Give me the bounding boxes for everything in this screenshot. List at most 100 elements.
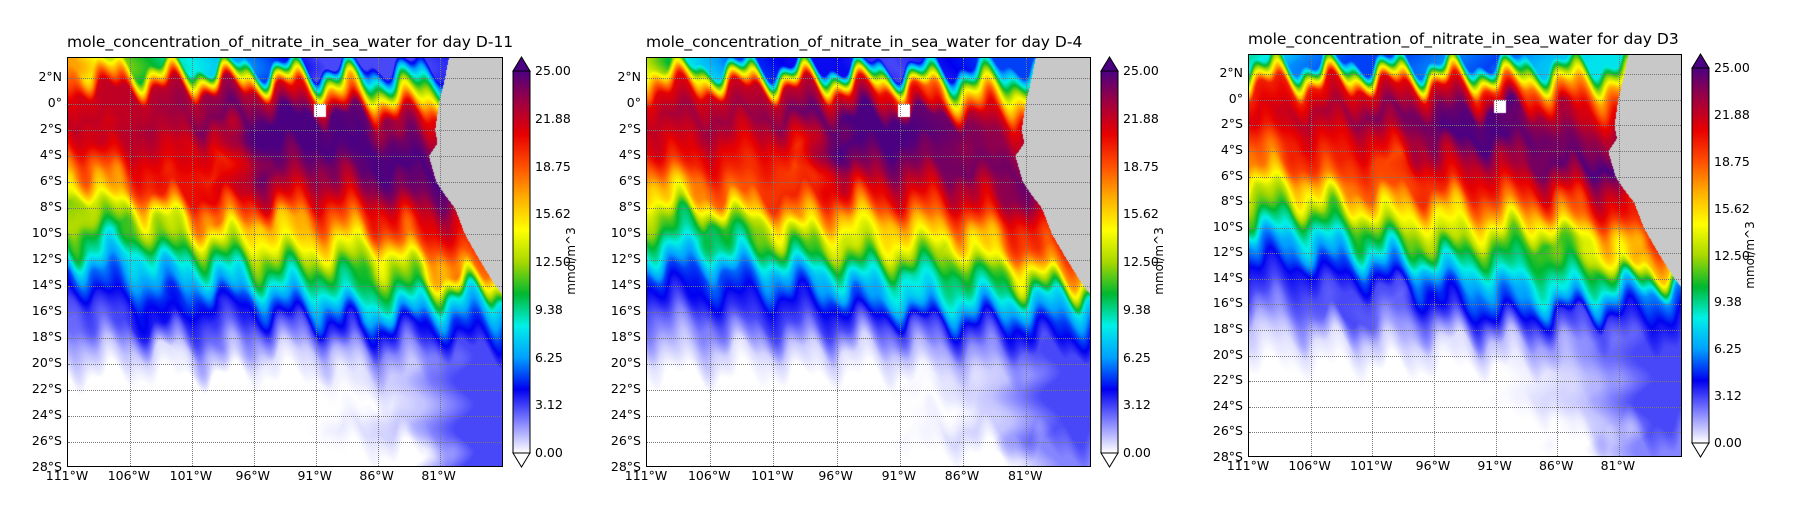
colorbar-tick-label: 9.38 <box>1714 294 1742 310</box>
y-tick-label: 0° <box>626 94 641 110</box>
colorbar-tick-label: 6.25 <box>1123 349 1151 365</box>
colorbar-tick-label: 18.75 <box>1123 158 1159 174</box>
y-tick-label: 10°S <box>610 224 641 240</box>
chart-title: mole_concentration_of_nitrate_in_sea_wat… <box>67 33 514 51</box>
colorbar-max-arrow <box>1691 53 1710 69</box>
y-tick-label: 18°S <box>31 328 62 344</box>
colorbar-unit-label: mmol/m^3 <box>1743 220 1757 289</box>
gridline-horizontal <box>68 155 502 157</box>
gridline-horizontal <box>647 233 1090 235</box>
y-tick-label: 8°S <box>618 198 641 214</box>
x-tick-label: 86°W <box>944 468 980 483</box>
y-tick-label: 28°S <box>31 459 62 474</box>
colorbar-tick-label: 18.75 <box>1714 153 1750 169</box>
x-tick-label: 106°W <box>107 468 151 483</box>
gridline-horizontal <box>647 77 1090 79</box>
colorbar-tick-label: 9.38 <box>1123 301 1151 317</box>
colorbar-unit-label: mmol/m^3 <box>1152 227 1166 295</box>
gridline-horizontal <box>68 259 502 261</box>
gridline-horizontal <box>647 129 1090 131</box>
y-tick-label: 12°S <box>610 250 641 266</box>
y-tick-label: 28°S <box>610 459 641 474</box>
x-tick-label: 111°W <box>624 468 668 483</box>
colorbar-tick-label: 12.50 <box>535 254 571 269</box>
colorbar-tick-label: 15.62 <box>1714 200 1750 216</box>
x-tick-label: 101°W <box>751 468 794 483</box>
colorbar-tick-label: 9.38 <box>535 301 563 317</box>
y-tick-label: 26°S <box>610 432 641 448</box>
y-tick-label: 20°S <box>31 354 62 370</box>
x-tick-label: 101°W <box>169 468 213 483</box>
y-tick-label: 10°S <box>31 224 62 240</box>
colorbar <box>512 56 531 468</box>
gridline-vertical <box>439 58 441 466</box>
colorbar-tick-label: 15.62 <box>535 206 571 222</box>
x-tick-label: 111°W <box>45 468 89 483</box>
map-frame <box>67 57 503 467</box>
colorbar-tick-label: 6.25 <box>535 349 563 365</box>
x-tick-label: 91°W <box>881 468 917 483</box>
gridline-horizontal <box>68 415 502 417</box>
y-tick-label: 2°S <box>1220 116 1243 132</box>
colorbar <box>1100 56 1119 468</box>
colorbar-gradient <box>512 70 531 454</box>
x-tick-label: 81°W <box>421 468 456 483</box>
gridline-vertical <box>773 58 775 466</box>
gridline-horizontal <box>68 207 502 209</box>
y-tick-label: 2°N <box>617 68 641 84</box>
gridline-horizontal <box>647 155 1090 157</box>
gridline-vertical <box>899 58 901 466</box>
gridline-horizontal <box>1249 304 1681 306</box>
colorbar-tick-label: 21.88 <box>535 110 571 126</box>
map-frame <box>646 57 1091 467</box>
gridline-vertical <box>1557 55 1559 456</box>
y-tick-label: 2°S <box>39 120 62 136</box>
colorbar-gradient <box>1100 70 1119 454</box>
gridline-vertical <box>1372 55 1374 456</box>
gridline-horizontal <box>647 207 1090 209</box>
colorbar <box>1691 53 1710 458</box>
gridline-horizontal <box>1249 406 1681 408</box>
gridline-vertical <box>710 58 712 466</box>
gridline-horizontal <box>1249 150 1681 152</box>
colorbar-tick-label: 3.12 <box>535 397 563 413</box>
colorbar-unit-label: mmol/m^3 <box>564 227 578 295</box>
x-tick-label: 91°W <box>1477 458 1512 473</box>
y-tick-label: 10°S <box>1212 218 1243 234</box>
x-tick-label: 91°W <box>297 468 332 483</box>
y-tick-label: 24°S <box>610 406 641 422</box>
chart-title: mole_concentration_of_nitrate_in_sea_wat… <box>646 33 1083 51</box>
x-tick-label: 96°W <box>818 468 853 483</box>
gridline-vertical <box>377 58 379 466</box>
y-tick-label: 14°S <box>1212 269 1243 285</box>
y-tick-label: 12°S <box>31 250 62 266</box>
y-tick-label: 0° <box>1228 90 1243 106</box>
y-tick-label: 22°S <box>610 380 641 396</box>
gridline-horizontal <box>647 311 1090 313</box>
y-tick-label: 16°S <box>31 302 62 318</box>
y-tick-label: 2°N <box>1219 65 1243 81</box>
gridline-vertical <box>836 58 838 466</box>
gridline-vertical <box>1433 55 1435 456</box>
gridline-horizontal <box>68 389 502 391</box>
chart-title: mole_concentration_of_nitrate_in_sea_wat… <box>1248 30 1679 48</box>
gridline-horizontal <box>647 181 1090 183</box>
x-tick-label: 106°W <box>687 468 731 483</box>
x-tick-label: 96°W <box>1415 458 1451 473</box>
gridline-horizontal <box>68 77 502 79</box>
y-tick-label: 4°S <box>618 146 641 162</box>
gridline-horizontal <box>1249 381 1681 383</box>
gridline-horizontal <box>647 441 1090 443</box>
gridline-vertical <box>129 58 131 466</box>
gridline-vertical <box>253 58 255 466</box>
gridline-horizontal <box>68 103 502 105</box>
gridline-vertical <box>1495 55 1497 456</box>
colorbar-tick-label: 21.88 <box>1714 106 1750 122</box>
gridline-horizontal <box>68 441 502 443</box>
y-tick-label: 0° <box>47 94 62 110</box>
gridline-horizontal <box>1249 202 1681 204</box>
gridline-horizontal <box>647 259 1090 261</box>
gridline-horizontal <box>1249 432 1681 434</box>
gridline-vertical <box>1618 55 1620 456</box>
x-tick-label: 86°W <box>1538 458 1574 473</box>
